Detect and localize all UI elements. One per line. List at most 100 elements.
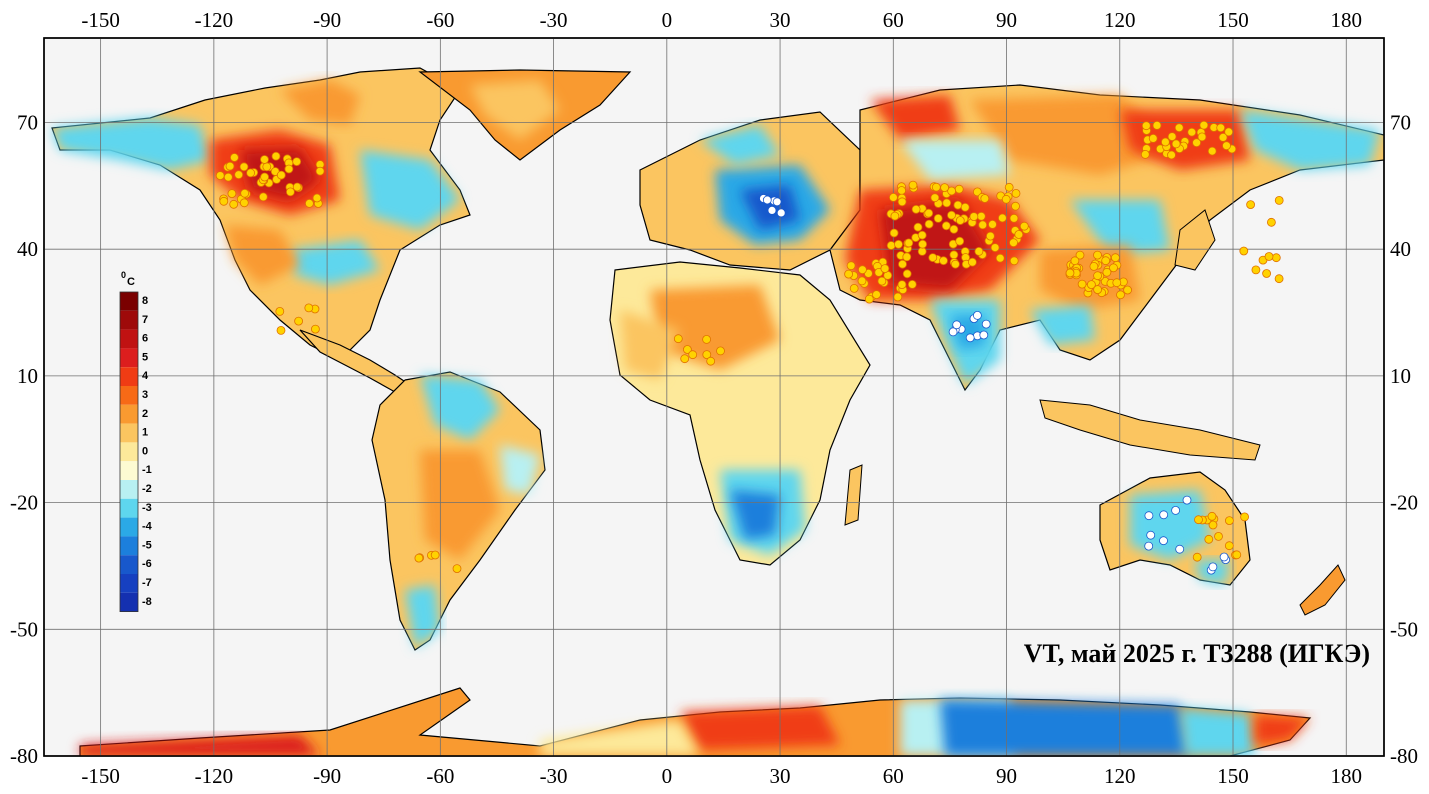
y-tick-left-label: -20: [10, 491, 38, 515]
warm-station-point: [1197, 132, 1207, 142]
warm-station-point: [260, 155, 269, 164]
warm-station-point: [1065, 268, 1075, 278]
cold-station-point: [1159, 510, 1169, 520]
warm-station-point: [902, 252, 912, 262]
warm-station-point: [1224, 127, 1234, 137]
warm-station-point: [858, 265, 867, 275]
warm-station-point: [998, 213, 1007, 223]
warm-station-point: [1214, 532, 1223, 541]
warm-station-point: [849, 283, 859, 293]
warm-station-point: [894, 239, 903, 249]
colorbar-swatch: [120, 348, 138, 368]
cold-station-point: [1182, 495, 1192, 505]
warm-station-point: [897, 280, 907, 290]
warm-station-point: [1001, 194, 1011, 204]
cold-station-point: [981, 319, 991, 329]
warm-station-point: [1207, 146, 1217, 156]
y-tick-right-label: 40: [1390, 237, 1411, 261]
x-tick-bottom-label: -30: [540, 764, 568, 788]
colorbar-swatch: [120, 329, 138, 349]
cold-station-point: [1159, 536, 1168, 546]
warm-station-point: [1222, 141, 1231, 151]
warm-station-point: [430, 550, 440, 560]
warm-station-point: [1102, 267, 1112, 277]
x-tick-top-label: 150: [1217, 8, 1249, 32]
warm-station-point: [947, 210, 956, 220]
warm-station-point: [1148, 133, 1158, 143]
warm-station-point: [240, 188, 250, 198]
x-tick-bottom-label: 30: [770, 764, 791, 788]
warm-station-point: [1109, 263, 1118, 273]
x-tick-bottom-label: -150: [81, 764, 120, 788]
warm-station-point: [292, 182, 302, 192]
warm-station-point: [1271, 253, 1281, 263]
cold-station-point: [1146, 530, 1156, 540]
warm-station-point: [262, 162, 272, 172]
cold-station-point: [767, 205, 777, 215]
warm-station-point: [304, 303, 314, 313]
warm-station-point: [260, 172, 270, 182]
x-axis-top: -150 -120 -90 -60 -30 0 30 60 90 120 150 180: [81, 8, 1362, 32]
warm-station-point: [953, 200, 963, 210]
colorbar-unit-letter: C: [127, 276, 135, 288]
y-tick-right-label: 70: [1390, 110, 1411, 134]
warm-station-point: [889, 192, 898, 202]
cold-station-point: [952, 320, 962, 330]
warm-station-point: [924, 219, 934, 229]
cold-station-point: [1144, 541, 1154, 551]
x-tick-bottom-label: -60: [426, 764, 454, 788]
warm-station-point: [292, 157, 302, 167]
cold-station-point: [1144, 511, 1154, 521]
x-tick-bottom-label: 0: [662, 764, 673, 788]
warm-station-point: [215, 171, 225, 181]
cold-station-point: [1175, 544, 1185, 554]
colorbar-swatch: [120, 367, 138, 386]
warm-station-point: [1225, 516, 1234, 525]
cold-station-point: [776, 208, 786, 218]
warm-station-point: [1116, 290, 1125, 300]
y-tick-right-label: -20: [1390, 491, 1418, 515]
warm-station-point: [1123, 285, 1132, 295]
warm-station-point: [1014, 230, 1024, 239]
warm-station-point: [1251, 265, 1261, 275]
colorbar-label: 6: [142, 333, 148, 345]
y-tick-left-label: 40: [17, 237, 38, 261]
warm-station-point: [223, 172, 233, 182]
colorbar-swatch: [120, 292, 138, 311]
colorbar-swatch: [120, 555, 138, 574]
warm-station-point: [1167, 132, 1177, 142]
warm-station-point: [940, 183, 949, 193]
cold-station-point: [1208, 562, 1218, 572]
x-tick-top-label: -120: [195, 8, 234, 32]
warm-station-point: [1009, 238, 1018, 248]
colorbar-label: -8: [142, 596, 152, 608]
warm-station-point: [872, 290, 881, 300]
warm-station-point: [1009, 213, 1019, 223]
colorbar-outline: [119, 291, 139, 613]
warm-station-point: [941, 221, 951, 231]
cold-station-point: [1219, 552, 1229, 562]
colorbar-label: 4: [142, 370, 149, 382]
greenland: [418, 69, 632, 161]
europe: [639, 111, 861, 271]
warm-station-point: [942, 198, 952, 208]
warm-station-point: [978, 220, 988, 230]
x-tick-top-label: -60: [426, 8, 454, 32]
warm-station-point: [276, 170, 286, 180]
warm-station-point: [706, 356, 716, 366]
warm-station-point: [913, 222, 923, 232]
colorbar-label: -2: [142, 483, 152, 495]
warm-station-point: [911, 204, 921, 214]
warm-station-point: [702, 350, 712, 360]
warm-station-point: [1140, 149, 1150, 159]
warm-station-point: [1019, 221, 1029, 231]
warm-station-point: [955, 236, 965, 246]
x-tick-top-label: 120: [1104, 8, 1136, 32]
warm-station-point: [928, 253, 938, 263]
warm-station-point: [414, 553, 424, 563]
warm-station-point: [930, 193, 940, 203]
warm-station-point: [1089, 261, 1099, 271]
warm-station-point: [1274, 195, 1284, 205]
warm-station-point: [312, 193, 322, 203]
y-tick-left-label: 10: [17, 364, 38, 388]
